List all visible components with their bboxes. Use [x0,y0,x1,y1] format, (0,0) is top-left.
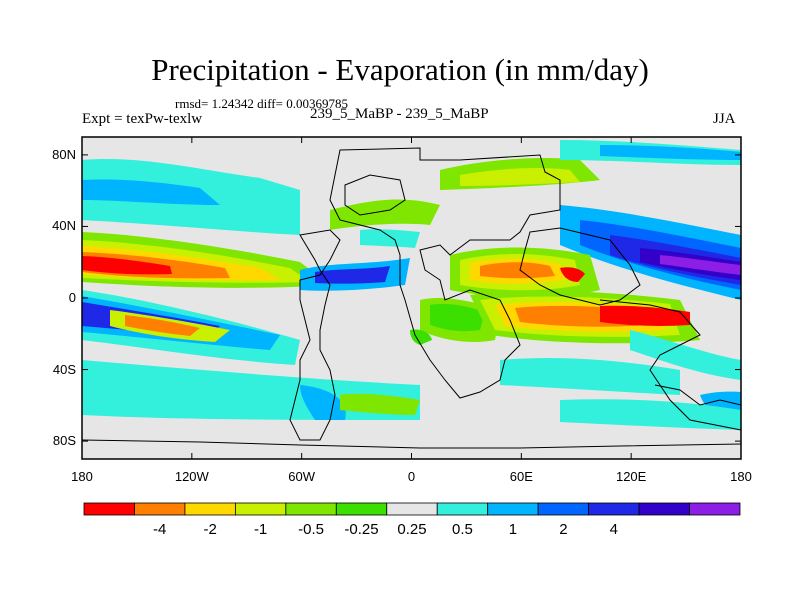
colorbar-label: 2 [559,521,568,538]
coastlines [82,147,741,449]
colorbar-label: 0.5 [452,521,473,538]
lon-ticks [81,137,742,459]
lon-tick-label: 180 [730,469,752,484]
colorbar-label: -0.5 [298,521,324,538]
lat-tick-label: 40N [52,218,76,234]
lat-ticks [82,154,741,442]
lon-tick-label: 120W [174,469,209,484]
lon-tick-label: 60W [288,469,316,484]
lat-tick-label: 80N [52,146,76,162]
colorbar-label: -2 [203,521,217,538]
colorbar-label: 0.25 [397,521,427,538]
colorbar-label: 4 [609,521,619,538]
colorbar-label: -0.25 [344,521,379,538]
lat-tick-label: 0 [68,290,76,305]
field-layer [82,137,741,459]
lat-tick-label: 40S [52,361,76,377]
lon-tick-label: 120E [615,469,647,484]
lon-tick-label: 0 [407,469,416,484]
stats-line: rmsd= 1.24342 diff= 0.00369785 [175,96,348,111]
case-label: 239_5_MaBP - 239_5_MaBP [310,106,489,122]
lon-tick-label: 60E [509,469,533,484]
colorbar-label: -1 [253,521,268,538]
lat-tick-label: 80S [52,433,76,449]
colorbar-label: -4 [153,521,167,538]
experiment-label: Expt = texPw-texlw [82,111,203,127]
colorbar-label: 1 [508,521,518,538]
plot-title: Precipitation - Evaporation (in mm/day) [151,52,649,87]
lon-tick-label: 180 [71,469,93,484]
season-label: JJA [713,111,736,127]
